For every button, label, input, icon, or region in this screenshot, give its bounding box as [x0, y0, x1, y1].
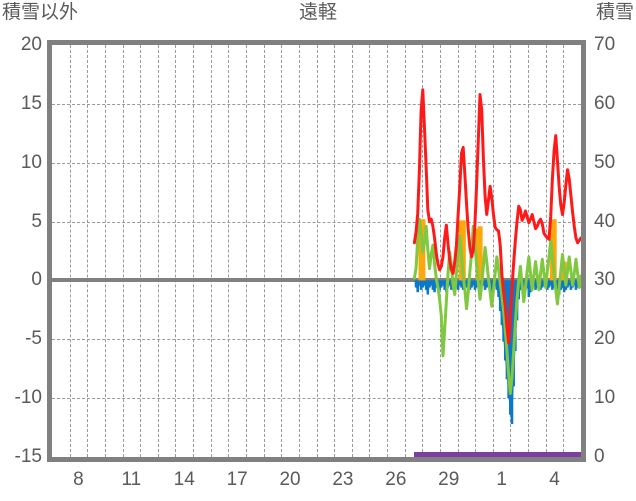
vertical-gridline [546, 45, 547, 457]
horizontal-gridline [52, 398, 581, 400]
y2-tick-label: 30 [594, 269, 616, 291]
vertical-gridline [369, 45, 370, 457]
vertical-gridline [70, 45, 71, 457]
y2-tick-label: 50 [594, 151, 616, 173]
x-tick-label: 29 [438, 469, 460, 490]
x-tick-label: 17 [226, 469, 248, 490]
vertical-gridline [193, 45, 194, 457]
vertical-gridline [528, 45, 529, 457]
vertical-gridline [158, 45, 159, 457]
y2-tick-label: 20 [594, 328, 616, 350]
vertical-gridline [563, 45, 564, 457]
y2-tick-label: 10 [594, 387, 616, 409]
vertical-gridline [105, 45, 106, 457]
y-tick-label: -5 [25, 328, 42, 350]
vertical-gridline [140, 45, 141, 457]
x-tick-label: 11 [121, 469, 142, 490]
y-tick-label: -15 [14, 446, 42, 467]
vertical-gridline [246, 45, 247, 457]
y-tick-label: 0 [31, 269, 42, 291]
vertical-gridline [440, 45, 441, 457]
vertical-gridline [211, 45, 212, 457]
snow-depth-line [414, 452, 581, 457]
horizontal-gridline [52, 103, 581, 105]
y-tick-label: 10 [20, 151, 42, 173]
vertical-gridline [405, 45, 406, 457]
vertical-gridline [175, 45, 176, 457]
y2-tick-label: 40 [594, 210, 616, 232]
vertical-gridline [510, 45, 511, 457]
vertical-gridline [493, 45, 494, 457]
x-tick-label: 20 [279, 469, 301, 490]
vertical-gridline [228, 45, 229, 457]
vertical-gridline [123, 45, 124, 457]
vertical-gridline [387, 45, 388, 457]
y-tick-label: 20 [20, 34, 42, 55]
x-tick-label: 4 [549, 469, 560, 490]
y2-tick-label: 60 [594, 92, 616, 114]
x-tick-label: 8 [73, 469, 84, 490]
x-tick-label: 23 [332, 469, 354, 490]
y2-tick-label: 70 [594, 34, 616, 55]
vertical-gridline [334, 45, 335, 457]
plot-area [52, 45, 581, 457]
vertical-gridline [264, 45, 265, 457]
vertical-gridline [317, 45, 318, 457]
chart-title: 遠軽 [298, 2, 337, 23]
zero-baseline [52, 278, 581, 283]
horizontal-gridline [52, 339, 581, 341]
vertical-gridline [281, 45, 282, 457]
y-tick-label: 5 [31, 210, 42, 232]
plot-frame [47, 40, 586, 462]
y2-tick-label: 0 [594, 446, 605, 467]
x-tick-label: 1 [496, 469, 507, 490]
y-tick-label: 15 [20, 92, 42, 114]
left-axis-title: 積雪以外 [2, 2, 79, 23]
horizontal-gridline [52, 221, 581, 223]
series-layer [412, 88, 581, 425]
y-tick-label: -10 [14, 387, 42, 409]
vertical-gridline [87, 45, 88, 457]
vertical-gridline [299, 45, 300, 457]
x-tick-label: 14 [173, 469, 195, 490]
right-axis-title: 積雪 [595, 2, 634, 23]
horizontal-gridline [52, 162, 581, 164]
x-tick-label: 26 [385, 469, 407, 490]
vertical-gridline [352, 45, 353, 457]
